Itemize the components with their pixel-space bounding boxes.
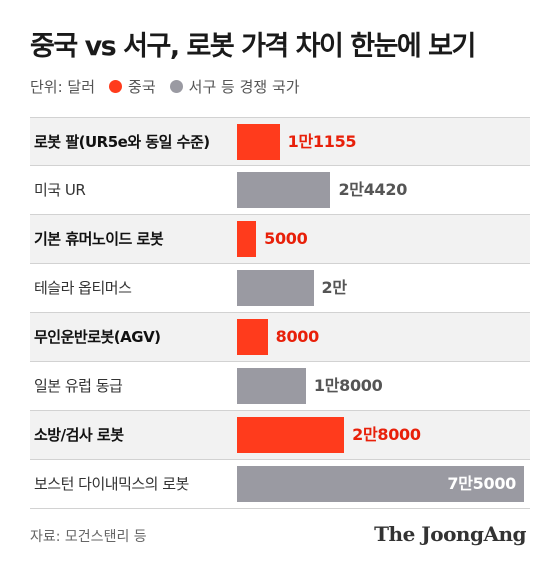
chart-row: 보스턴 다이내믹스의 로봇 7만5000 [30, 460, 530, 509]
value-label: 5000 [264, 229, 308, 248]
bar [237, 368, 306, 404]
legend-swatch-western [169, 80, 183, 93]
category-label: 보스턴 다이내믹스의 로봇 [34, 475, 189, 493]
legend-unit: 단위: 달러 [30, 78, 96, 96]
bar [237, 417, 345, 453]
value-label: 2만4420 [338, 180, 408, 199]
chart-row: 테슬라 옵티머스 2만 [30, 264, 530, 313]
category-label: 일본 유럽 동급 [34, 377, 123, 395]
chart-title: 중국 vs 서구, 로봇 가격 차이 한눈에 보기 [30, 31, 476, 62]
chart-row: 무인운반로봇(AGV) 8000 [30, 313, 530, 362]
bar [237, 221, 257, 257]
legend: 단위: 달러 중국 서구 등 경쟁 국가 [30, 76, 300, 97]
publisher-logo: The JoongAng [374, 522, 526, 546]
category-label: 무인운반로봇(AGV) [34, 328, 161, 346]
value-label: 2만 [321, 278, 348, 297]
category-label: 기본 휴머노이드 로봇 [34, 230, 164, 248]
category-label: 미국 UR [34, 181, 86, 199]
chart-row: 소방/검사 로봇 2만8000 [30, 411, 530, 460]
bar [237, 319, 268, 355]
category-label: 소방/검사 로봇 [34, 426, 124, 444]
legend-label-china: 중국 [128, 78, 156, 96]
legend-label-western: 서구 등 경쟁 국가 [188, 78, 300, 96]
bar [237, 124, 280, 160]
value-label: 8000 [275, 327, 320, 346]
value-label: 1만1155 [287, 132, 357, 151]
chart-row: 미국 UR 2만4420 [30, 166, 530, 215]
category-label: 테슬라 옵티머스 [34, 279, 132, 297]
source-note: 자료: 모건스탠리 등 [30, 529, 147, 545]
bar [237, 270, 314, 306]
value-label: 7만5000 [447, 474, 516, 493]
chart-row: 로봇 팔(UR5e와 동일 수준) 1만1155 [30, 117, 530, 166]
category-label: 로봇 팔(UR5e와 동일 수준) [34, 133, 210, 151]
bar [237, 172, 331, 208]
chart-row: 기본 휴머노이드 로봇 5000 [30, 215, 530, 264]
chart-row: 일본 유럽 동급 1만8000 [30, 362, 530, 411]
value-label: 2만8000 [352, 425, 421, 444]
value-label: 1만8000 [313, 376, 383, 395]
bar [237, 466, 524, 502]
legend-swatch-china [109, 80, 123, 93]
bar-chart: 로봇 팔(UR5e와 동일 수준) 1만1155 미국 UR 2만4420 기본 휴머노… [30, 117, 530, 510]
